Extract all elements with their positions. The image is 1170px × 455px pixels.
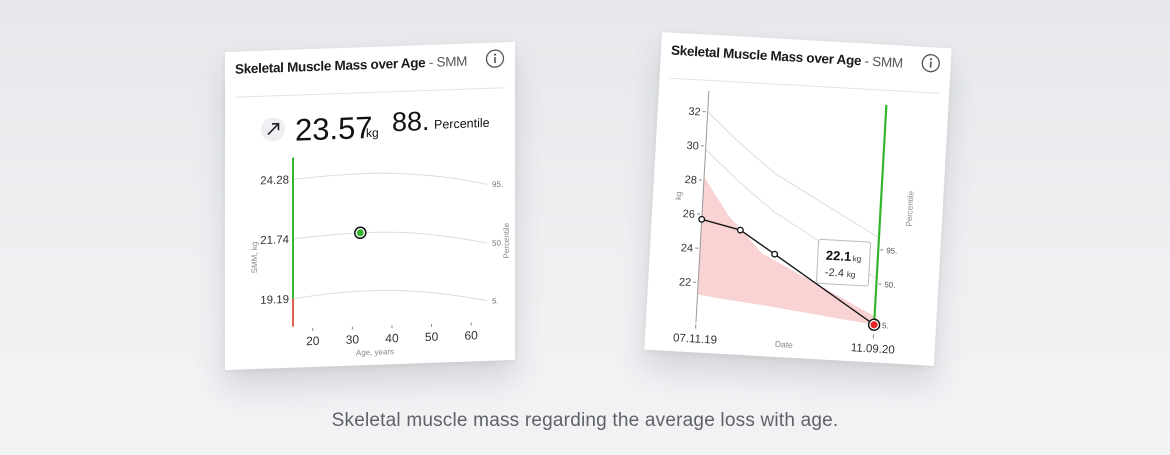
percentile-label: 5. <box>492 296 499 305</box>
info-icon[interactable] <box>485 48 505 69</box>
y-axis-line <box>695 90 710 323</box>
percentile-curve <box>292 289 488 302</box>
percentile-curve <box>292 231 488 244</box>
percentile-label: 50. <box>492 238 503 247</box>
smm-value: 23.57 <box>295 110 373 148</box>
value-tooltip: 22.1 kg -2.4 kg <box>815 238 872 287</box>
data-point <box>771 250 779 258</box>
x-axis-label: Date <box>775 339 794 350</box>
y-axis-label: kg <box>674 191 683 200</box>
y-tick-label: 30 <box>686 140 699 153</box>
y-tick-label: 21.74 <box>260 234 289 247</box>
guide-line <box>707 111 880 239</box>
x-axis-label: Age, years <box>356 347 394 357</box>
x-tick-label: 07.11.19 <box>673 332 718 346</box>
percentile-curve <box>292 172 488 185</box>
y-tick-label: 32 <box>688 106 701 119</box>
tooltip-delta-unit: kg <box>847 270 856 279</box>
right-plot: 22 24 26 28 30 32 kg 95. 50. 5. Percentile 07.11.19… <box>673 90 916 357</box>
info-icon[interactable] <box>920 53 941 74</box>
percentile-label: Percentile <box>434 116 490 132</box>
right-chart-svg: 22 24 26 28 30 32 kg 95. 50. 5. Percentile 07.11.19… <box>673 90 916 357</box>
x-tick-label: 30 <box>346 332 360 346</box>
x-tick-label: 11.09.20 <box>850 342 895 356</box>
y-tick-label: 26 <box>682 208 695 221</box>
tooltip-value: 22.1 <box>825 248 851 264</box>
x-tick-label: 50 <box>425 330 439 344</box>
right-scale-bar <box>873 104 888 324</box>
tooltip-unit: kg <box>853 254 862 263</box>
data-point <box>698 215 706 223</box>
tooltip-delta: -2.4 <box>825 267 845 280</box>
trend-badge <box>261 117 285 142</box>
right-scale-label: 95. <box>886 246 898 256</box>
current-point <box>356 229 364 237</box>
y2-axis-label: Percentile <box>905 190 916 227</box>
x-tick-label: 40 <box>385 331 399 345</box>
last-point <box>870 321 878 329</box>
x-tick-label: 60 <box>464 328 478 342</box>
percentile-value: 88. <box>392 106 430 137</box>
y2-axis-label: Percentile <box>502 222 511 258</box>
left-chart-svg: 23.57 kg 88. Percentile 95. 50. 5. 24.28 21.… <box>250 106 511 358</box>
x-tick-label: 20 <box>306 334 320 348</box>
y-axis-label: SMM, kg <box>250 242 259 274</box>
data-point <box>736 226 744 234</box>
y-tick-label: 28 <box>684 174 697 187</box>
smm-value-unit: kg <box>366 126 379 140</box>
page-caption: Skeletal muscle mass regarding the avera… <box>331 410 839 431</box>
series-line <box>701 218 875 326</box>
right-scale-label: 5. <box>882 321 889 330</box>
y-tick-label: 19.19 <box>260 294 289 307</box>
arrow-up-right-icon <box>267 122 280 136</box>
percentile-label: 95. <box>492 180 503 189</box>
right-chart-card: Skeletal Muscle Mass over Age - SMM 22 24… <box>644 32 952 366</box>
right-scale-label: 50. <box>884 280 896 290</box>
percentile-band <box>697 176 875 325</box>
y-tick-label: 24.28 <box>260 174 289 187</box>
y-tick-label: 22 <box>679 276 692 289</box>
left-chart-card: Skeletal Muscle Mass over Age - SMM 23.5… <box>225 41 515 371</box>
left-plot: 95. 50. 5. 24.28 21.74 19.19 20 30 40 50 60 Age, ye… <box>250 157 511 357</box>
y-tick-label: 24 <box>680 242 693 255</box>
